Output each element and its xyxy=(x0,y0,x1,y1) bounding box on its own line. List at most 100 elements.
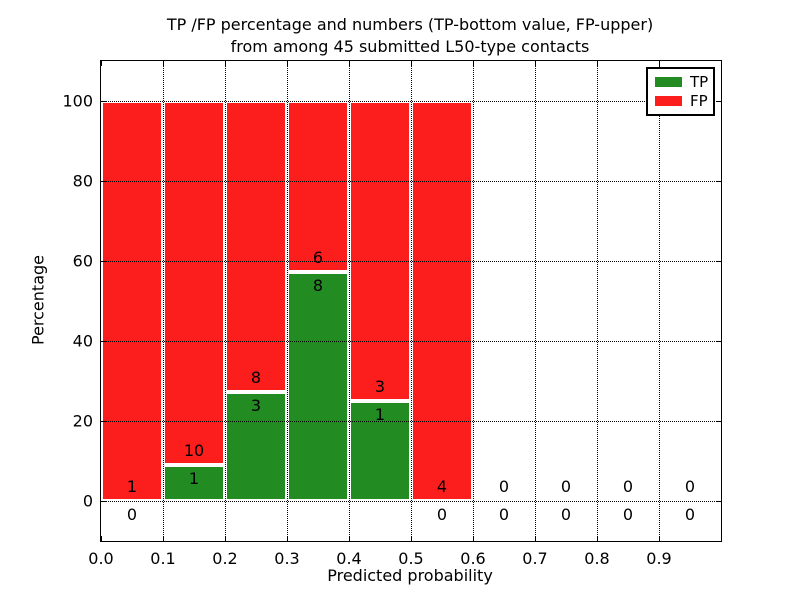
x-tick-label: 0.7 xyxy=(522,549,548,568)
fp-count-label: 0 xyxy=(560,477,572,496)
x-tick-mark-top xyxy=(473,61,474,66)
tp-count-label: 8 xyxy=(312,276,324,296)
x-tick-mark-top xyxy=(101,61,102,66)
fp-count-label: 0 xyxy=(498,477,510,496)
tp-bar xyxy=(287,272,349,501)
x-tick-mark xyxy=(535,536,536,541)
y-tick-mark xyxy=(101,501,106,502)
tp-count-label: 0 xyxy=(436,505,448,524)
v-gridline xyxy=(597,61,598,541)
x-tick-mark xyxy=(473,536,474,541)
x-tick-mark xyxy=(287,536,288,541)
tp-bar xyxy=(225,391,287,501)
legend-label-fp: FP xyxy=(690,91,708,110)
x-tick-label: 0.0 xyxy=(88,549,114,568)
fp-bar xyxy=(349,101,411,401)
v-gridline xyxy=(535,61,536,541)
tp-swatch xyxy=(655,77,682,87)
fp-count-label: 0 xyxy=(684,477,696,496)
fp-count-label: 3 xyxy=(374,377,386,396)
y-tick-label: 60 xyxy=(72,251,93,271)
x-tick-mark-top xyxy=(349,61,350,66)
chart-title: TP /FP percentage and numbers (TP-bottom… xyxy=(100,14,720,58)
v-gridline xyxy=(163,61,164,541)
y-tick-mark xyxy=(101,101,106,102)
legend: TP FP xyxy=(646,67,715,116)
y-tick-mark-right xyxy=(716,181,721,182)
x-tick-mark-top xyxy=(411,61,412,66)
x-tick-mark xyxy=(101,536,102,541)
tp-count-label: 0 xyxy=(622,505,634,524)
tp-count-label: 1 xyxy=(188,468,200,488)
y-tick-label: 0 xyxy=(82,491,93,511)
y-tick-label: 100 xyxy=(62,91,93,111)
y-axis-label: Percentage xyxy=(28,254,48,346)
x-tick-label: 0.3 xyxy=(274,549,300,568)
fp-count-label: 4 xyxy=(436,477,448,496)
y-tick-mark xyxy=(101,421,106,422)
tp-count-label: 3 xyxy=(250,395,262,415)
fp-bar xyxy=(101,101,163,501)
x-tick-mark-top xyxy=(659,61,660,66)
fp-count-label: 0 xyxy=(622,477,634,496)
plot-area: TP FP 1 0 10 1 8 3 6 8 3 1 4 0 0 0 0 0 0 0 0 0 0.0 0.1 0.2 0.3 0… xyxy=(62,60,722,568)
x-tick-label: 0.6 xyxy=(460,549,486,568)
v-gridline xyxy=(411,61,412,541)
y-tick-mark-right xyxy=(716,261,721,262)
x-tick-mark xyxy=(411,536,412,541)
tp-count-label: 1 xyxy=(374,405,386,424)
fp-bar xyxy=(163,101,225,465)
chart-title-line1: TP /FP percentage and numbers (TP-bottom… xyxy=(166,15,654,34)
y-tick-mark-right xyxy=(716,101,721,102)
fp-count-label: 6 xyxy=(312,248,324,268)
x-tick-label: 0.4 xyxy=(336,549,362,568)
y-tick-mark xyxy=(101,261,106,262)
tp-count-label: 0 xyxy=(126,505,138,524)
tp-bar xyxy=(163,464,225,501)
legend-entry-fp: FP xyxy=(655,91,713,110)
x-tick-mark-top xyxy=(225,61,226,66)
y-tick-label: 80 xyxy=(72,171,93,191)
v-gridline xyxy=(225,61,226,541)
legend-label-tp: TP xyxy=(690,72,709,91)
x-tick-label: 0.9 xyxy=(646,549,672,568)
v-gridline xyxy=(349,61,350,541)
fp-bar xyxy=(411,101,473,501)
y-tick-mark-right xyxy=(716,341,721,342)
y-tick-mark xyxy=(101,341,106,342)
v-gridline xyxy=(473,61,474,541)
tp-count-label: 0 xyxy=(684,505,696,524)
y-tick-mark-right xyxy=(716,421,721,422)
tp-bar xyxy=(349,401,411,501)
tp-count-label: 0 xyxy=(560,505,572,524)
legend-entry-tp: TP xyxy=(655,72,713,91)
x-tick-mark-top xyxy=(287,61,288,66)
fp-count-label: 1 xyxy=(126,477,138,496)
x-tick-mark-top xyxy=(597,61,598,66)
fp-bar xyxy=(225,101,287,392)
tp-count-label: 0 xyxy=(498,505,510,524)
fp-count-label: 8 xyxy=(250,367,262,387)
x-tick-mark-top xyxy=(163,61,164,66)
x-tick-mark xyxy=(597,536,598,541)
x-tick-mark xyxy=(349,536,350,541)
x-tick-mark xyxy=(659,536,660,541)
fp-swatch xyxy=(655,96,682,106)
x-axis-label: Predicted probability xyxy=(327,566,493,585)
x-tick-label: 0.1 xyxy=(150,549,176,568)
x-tick-mark xyxy=(225,536,226,541)
y-tick-label: 20 xyxy=(72,411,93,431)
fp-bar xyxy=(287,101,349,273)
y-tick-label: 40 xyxy=(72,331,93,351)
fp-count-label: 10 xyxy=(183,440,205,460)
y-tick-mark-right xyxy=(716,501,721,502)
v-gridline xyxy=(287,61,288,541)
chart-title-line2: from among 45 submitted L50-type contact… xyxy=(230,37,590,56)
y-tick-mark xyxy=(101,181,106,182)
v-gridline xyxy=(659,61,660,541)
x-tick-label: 0.5 xyxy=(398,549,424,568)
x-tick-label: 0.8 xyxy=(584,549,610,568)
x-tick-mark-top xyxy=(535,61,536,66)
x-tick-label: 0.2 xyxy=(212,549,238,568)
